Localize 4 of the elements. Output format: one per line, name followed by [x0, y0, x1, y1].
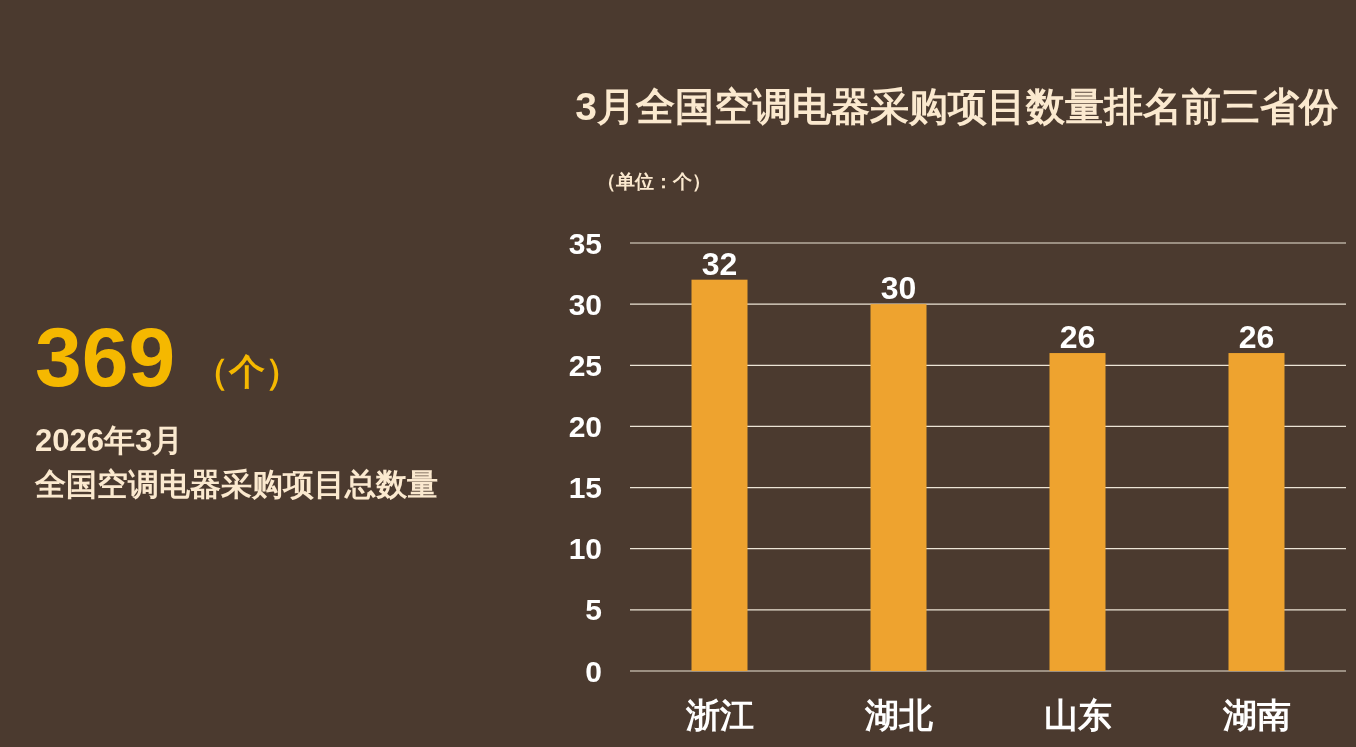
ylabel: （单位：个）	[597, 171, 711, 192]
card-number: 369	[35, 310, 176, 404]
title: 3月全国空调电器采购项目数量排名前三省份	[575, 85, 1338, 128]
card-unit: （个）	[193, 351, 302, 392]
